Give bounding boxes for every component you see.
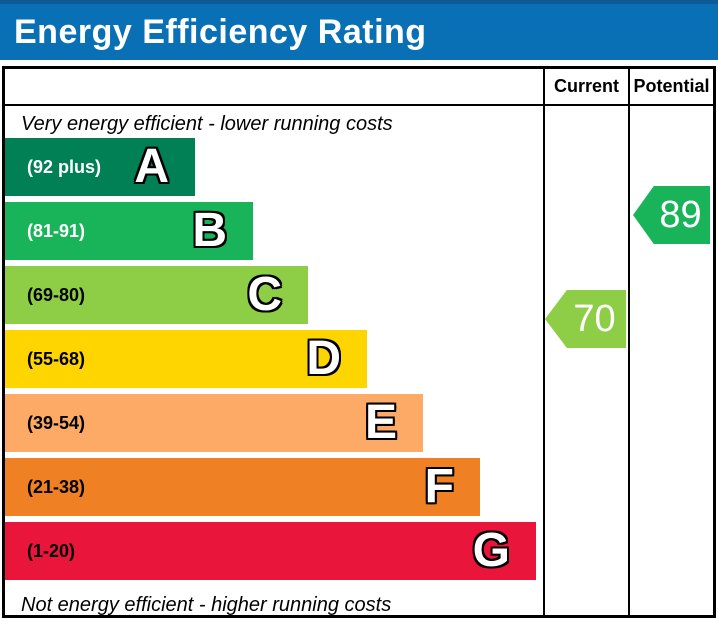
current-column: 70 — [543, 106, 628, 618]
band-range-label: (81-91) — [27, 220, 86, 241]
band-range-label: (69-80) — [27, 284, 86, 305]
potential-column-header: Potential — [628, 69, 713, 104]
band-letter: E — [364, 396, 397, 449]
band-letter: A — [134, 140, 169, 193]
bottom-note: Not energy efficient - higher running co… — [21, 594, 392, 616]
rating-table: Current Potential Very energy efficient … — [2, 66, 716, 618]
page-title: Energy Efficiency Rating — [14, 12, 427, 51]
top-note: Very energy efficient - lower running co… — [21, 113, 393, 135]
band-letter: G — [472, 524, 510, 577]
band-f: (21-38) F — [5, 458, 480, 516]
band-g: (1-20) G — [5, 522, 536, 580]
band-e: (39-54) E — [5, 394, 423, 452]
band-range-label: (21-38) — [27, 476, 86, 497]
header-spacer-cell — [5, 69, 543, 104]
current-rating-value: 70 — [573, 297, 616, 340]
band-range-label: (92 plus) — [27, 156, 102, 177]
band-a: (92 plus) A — [5, 138, 195, 196]
potential-column: 89 — [628, 106, 713, 618]
band-letter: D — [306, 332, 341, 385]
band-range-label: (55-68) — [27, 348, 86, 369]
band-list: (92 plus) A (81-91) B (69-80) C (55-68) … — [5, 138, 543, 580]
band-letter: F — [424, 460, 454, 513]
bands-section: Very energy efficient - lower running co… — [5, 106, 543, 618]
potential-rating-arrow: 89 — [633, 186, 710, 244]
band-range-label: (39-54) — [27, 412, 86, 433]
current-column-header: Current — [543, 69, 628, 104]
band-c: (69-80) C — [5, 266, 308, 324]
band-range-label: (1-20) — [27, 540, 76, 561]
band-letter: C — [247, 268, 282, 321]
table-body: Very energy efficient - lower running co… — [5, 106, 713, 618]
band-b: (81-91) B — [5, 202, 253, 260]
potential-rating-value: 89 — [659, 193, 702, 236]
band-letter: B — [192, 204, 227, 257]
table-header-row: Current Potential — [5, 69, 713, 106]
band-d: (55-68) D — [5, 330, 367, 388]
title-bar: Energy Efficiency Rating — [0, 0, 718, 60]
current-rating-arrow: 70 — [545, 290, 626, 348]
